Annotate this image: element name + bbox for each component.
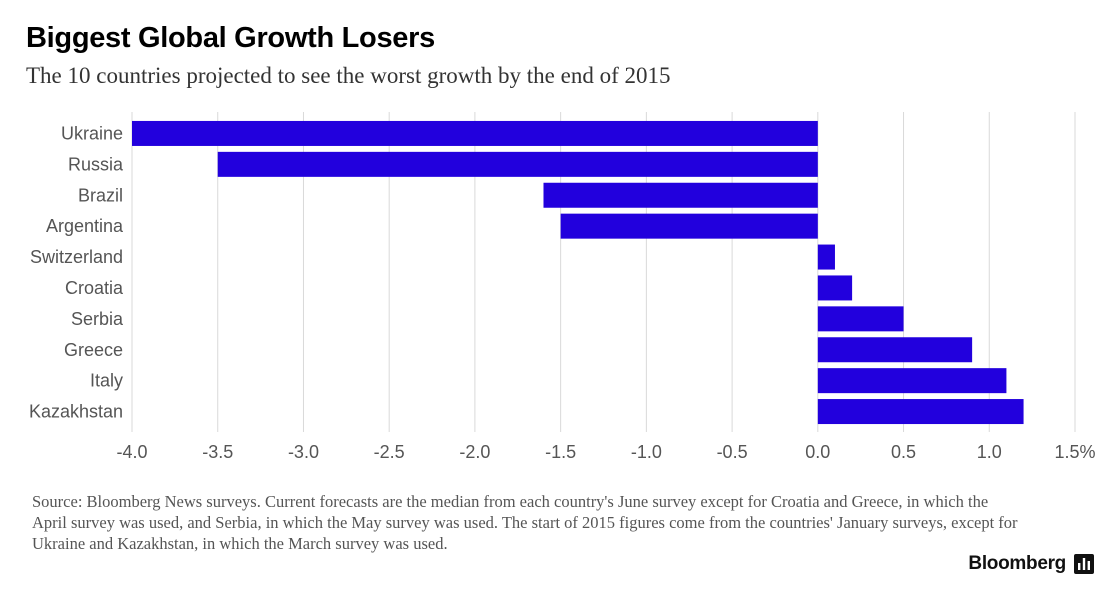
category-label: Greece <box>64 340 123 360</box>
source-note: Source: Bloomberg News surveys. Current … <box>32 492 1018 553</box>
brand-logo: Bloomberg <box>968 553 1066 574</box>
bar-chart-icon <box>1074 554 1094 574</box>
chart-title: Biggest Global Growth Losers <box>26 22 435 54</box>
category-label: Argentina <box>46 216 124 236</box>
x-tick-label: -4.0 <box>116 442 147 462</box>
category-label: Kazakhstan <box>29 402 123 422</box>
x-tick-label: 1.0 <box>977 442 1002 462</box>
x-tick-label: -2.0 <box>459 442 490 462</box>
x-tick-label: -2.5 <box>374 442 405 462</box>
x-tick-label: -3.5 <box>202 442 233 462</box>
x-tick-label: -3.0 <box>288 442 319 462</box>
category-label: Serbia <box>71 309 124 329</box>
bar-argentina <box>560 213 818 239</box>
category-label: Russia <box>68 154 124 174</box>
x-tick-label: 0.5 <box>891 442 916 462</box>
category-labels: Ukraine Russia Brazil Argentina Switzerland C… <box>29 123 124 421</box>
category-label: Switzerland <box>30 247 123 267</box>
bar-brazil <box>543 182 818 208</box>
bar-greece <box>817 337 973 363</box>
category-label: Italy <box>90 371 123 391</box>
category-label: Brazil <box>78 185 123 205</box>
bar-russia <box>217 151 818 177</box>
bar-switzerland <box>817 244 835 270</box>
x-tick-label: -1.5 <box>545 442 576 462</box>
bar-kazakhstan <box>817 399 1024 425</box>
x-tick-label: 0.0 <box>805 442 830 462</box>
bar-ukraine <box>132 120 818 146</box>
bar-italy <box>817 368 1007 394</box>
x-tick-label: -1.0 <box>631 442 662 462</box>
category-label: Croatia <box>65 278 124 298</box>
bar-serbia <box>817 306 904 332</box>
bar-chart: Ukraine Russia Brazil Argentina Switzerland C… <box>29 112 1096 462</box>
x-tick-label: 1.5% <box>1054 442 1095 462</box>
bars <box>132 120 1024 425</box>
x-axis-ticks: -4.0 -3.5 -3.0 -2.5 -2.0 -1.5 -1.0 -0.5 0.0 0.5 1.… <box>116 442 1095 462</box>
bar-croatia <box>817 275 853 301</box>
chart-subtitle: The 10 countries projected to see the wo… <box>26 63 671 88</box>
category-label: Ukraine <box>61 123 123 143</box>
x-tick-label: -0.5 <box>717 442 748 462</box>
